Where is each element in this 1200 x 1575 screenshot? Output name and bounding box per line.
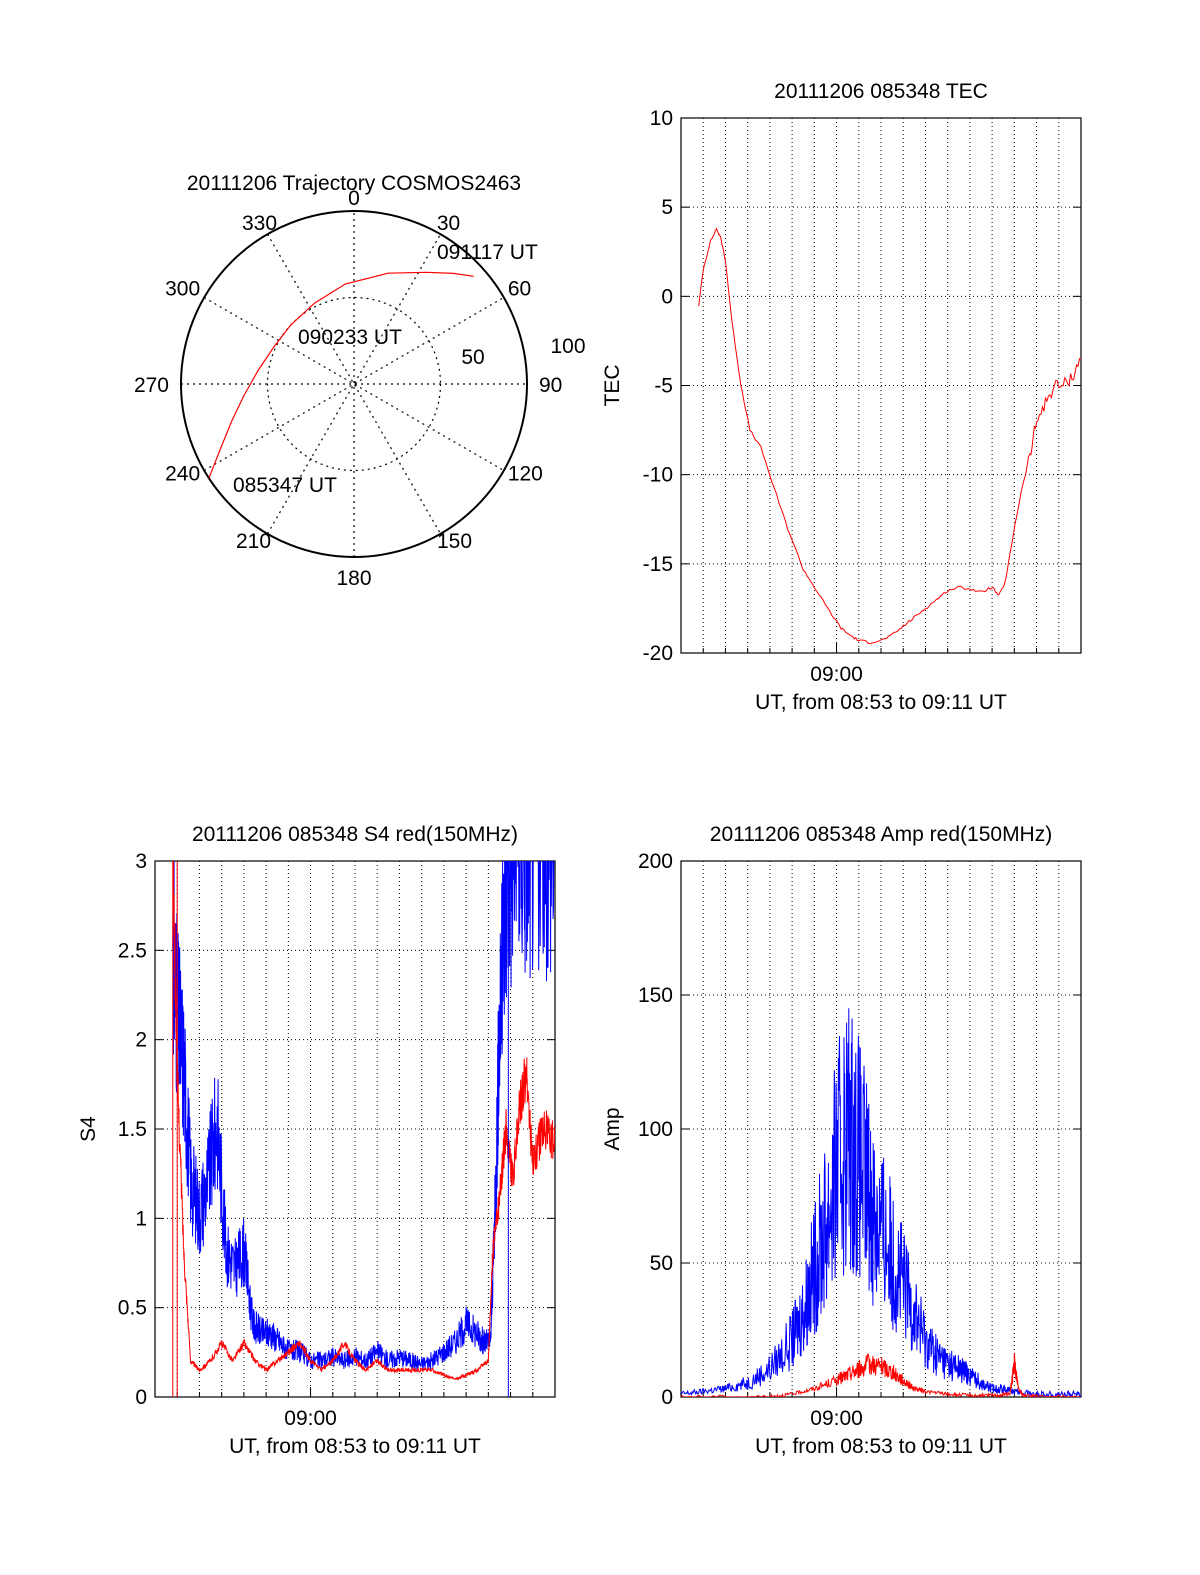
tec-x-tick-label: 09:00 (810, 663, 863, 686)
s4-y-tick-label: 0.5 (118, 1297, 147, 1320)
s4-y-tick-label: 1.5 (118, 1118, 147, 1141)
polar-outer-circle (180, 210, 528, 558)
amp-panel: 20111206 085348 Amp red(150MHz) 200 150 100… (601, 823, 1082, 1458)
s4-y-tick-label: 2.5 (118, 939, 147, 962)
polar-spoke-30 (266, 233, 442, 535)
polar-azimuth-label-120: 120 (508, 463, 543, 486)
tec-y-tick-label: -20 (643, 642, 673, 665)
polar-spoke-150 (266, 233, 442, 535)
tec-y-tick-label: 0 (661, 285, 673, 308)
s4-x-tick-label: 09:00 (284, 1407, 337, 1430)
polar-radius-label-50: 50 (461, 346, 484, 369)
s4-y-tick-label: 2 (135, 1029, 147, 1052)
s4-panel: 20111206 085348 S4 red(150MHz) 3 2.5 2 1.5 1 0… (77, 823, 556, 1458)
s4-title: 20111206 085348 S4 red(150MHz) (192, 823, 518, 846)
polar-azimuth-label-240: 240 (165, 463, 200, 486)
s4-y-axis-label: S4 (77, 1116, 100, 1142)
trajectory-panel: 20111206 Trajectory COSMOS2463 0 30 60 90 12… (134, 172, 586, 590)
polar-azimuth-label-270: 270 (134, 374, 169, 397)
tec-y-axis-label: TEC (601, 365, 624, 407)
polar-azimuth-label-210: 210 (236, 530, 271, 553)
amp-x-tick-label: 09:00 (810, 1407, 863, 1430)
amp-y-tick-label: 50 (650, 1252, 673, 1275)
trajectory-series-line (208, 271, 474, 479)
polar-spoke-120 (203, 296, 505, 472)
polar-spoke-60 (203, 296, 505, 472)
polar-azimuth-label-300: 300 (165, 278, 200, 301)
tec-y-tick-label: -15 (643, 553, 673, 576)
s4-series-blue (172, 861, 555, 1371)
amp-y-axis-label: Amp (601, 1107, 624, 1150)
s4-y-tick-label: 0 (135, 1386, 147, 1409)
amp-y-tick-label: 0 (661, 1386, 673, 1409)
trajectory-start-time-annotation: 085347 UT (233, 474, 337, 497)
amp-y-tick-label: 100 (638, 1118, 673, 1141)
amp-y-tick-label: 150 (638, 984, 673, 1007)
s4-y-tick-label: 3 (135, 850, 147, 873)
tec-plot-frame (680, 117, 1082, 654)
amp-title: 20111206 085348 Amp red(150MHz) (710, 823, 1052, 846)
s4-series-red (172, 861, 555, 1381)
s4-y-tick-label: 1 (135, 1207, 147, 1230)
tec-series-red (698, 227, 1081, 645)
tec-y-tick-label: -5 (654, 375, 673, 398)
polar-azimuth-label-180: 180 (336, 567, 371, 590)
trajectory-end-time-annotation: 091117 UT (437, 241, 538, 264)
amp-x-axis-label: UT, from 08:53 to 09:11 UT (755, 1435, 1007, 1458)
polar-radius-label-100: 100 (550, 335, 585, 358)
trajectory-mid-time-annotation: 090233 UT (298, 326, 402, 349)
amp-series-blue (681, 1008, 1081, 1397)
tec-y-tick-label: 10 (650, 107, 673, 130)
polar-azimuth-label-330: 330 (242, 212, 277, 235)
trajectory-title: 20111206 Trajectory COSMOS2463 (187, 172, 521, 195)
tec-y-tick-label: -10 (643, 464, 673, 487)
tec-y-tick-label: 5 (661, 196, 673, 219)
amp-series-red (681, 1353, 1081, 1397)
amp-y-tick-label: 200 (638, 850, 673, 873)
polar-azimuth-labels: 0 30 60 90 120 150 180 210 240 270 300 330 (134, 187, 562, 590)
amp-plot-frame (680, 860, 1082, 1398)
tec-title: 20111206 085348 TEC (774, 80, 988, 103)
polar-azimuth-label-0: 0 (348, 187, 360, 210)
tec-panel: 20111206 085348 TEC 10 5 0 -5 -10 -15 -20 09:00 U… (601, 80, 1082, 714)
tec-x-axis-label: UT, from 08:53 to 09:11 UT (755, 691, 1007, 714)
polar-azimuth-label-150: 150 (437, 530, 472, 553)
polar-azimuth-label-90: 90 (539, 374, 562, 397)
polar-azimuth-label-60: 60 (508, 278, 531, 301)
polar-azimuth-label-30: 30 (437, 212, 460, 235)
s4-x-axis-label: UT, from 08:53 to 09:11 UT (229, 1435, 481, 1458)
